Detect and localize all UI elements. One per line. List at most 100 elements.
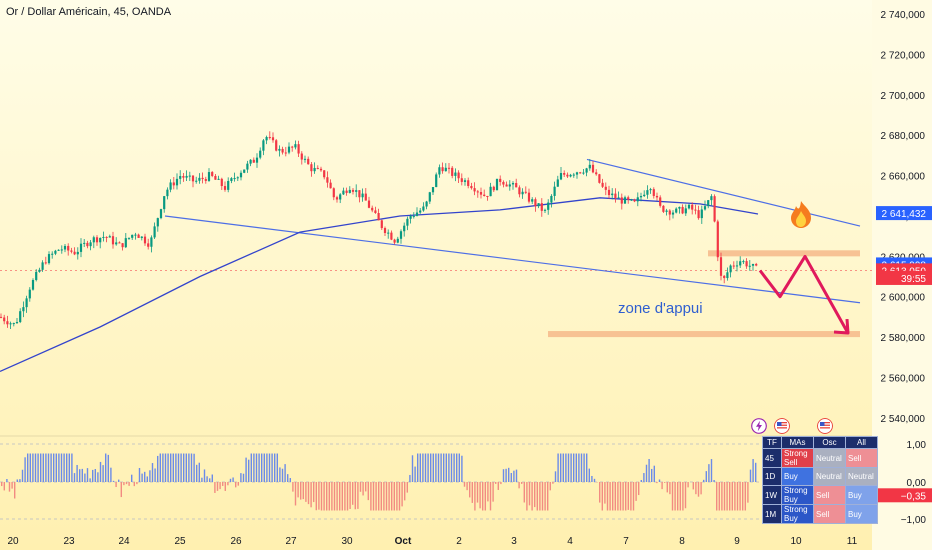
candle-body (662, 205, 665, 212)
oscillator-bar (378, 482, 380, 511)
oscillator-bar (630, 482, 632, 511)
oscillator-bar (424, 453, 427, 482)
candle-body (486, 195, 489, 197)
candle-body (585, 168, 588, 173)
candle-body (63, 245, 67, 250)
oscillator-axis-label: 0,00 (907, 478, 927, 489)
price-tick-label: 2 740,000 (881, 10, 926, 21)
time-tick-label: 11 (847, 536, 858, 547)
us-flag-icon[interactable] (774, 418, 790, 434)
candle-body (345, 190, 348, 193)
oscillator-bar (664, 482, 666, 483)
oscillator-bar (40, 453, 42, 482)
oscillator-bar (11, 482, 13, 489)
candle-body (540, 203, 543, 211)
oscillator-bar (638, 482, 640, 496)
oscillator-bar (222, 482, 224, 486)
candle-body (601, 182, 604, 187)
candle-body (25, 298, 28, 308)
oscillator-bar (588, 468, 590, 482)
oscillator-bar (336, 482, 338, 511)
oscillator-bar (326, 482, 328, 511)
candle-body (492, 186, 495, 191)
oscillator-bar (175, 453, 177, 482)
oscillator-bar (742, 482, 744, 511)
oscillator-bar (583, 453, 585, 482)
zone-rect (548, 331, 860, 338)
oscillator-bar (430, 453, 432, 482)
candle-body (572, 174, 575, 176)
candle-body (79, 243, 83, 252)
oscillator-bar (183, 453, 185, 482)
oscillator-bar (271, 453, 273, 482)
candle-body (383, 228, 387, 234)
projection (758, 254, 850, 335)
candle-body (691, 204, 694, 210)
candle-body (607, 189, 611, 196)
candle-body (470, 186, 473, 189)
oscillator-bar (404, 482, 406, 501)
candle-body (483, 194, 486, 196)
table-header-row: TF MAs Osc All (762, 436, 878, 449)
oscillator-bar (710, 459, 713, 482)
oscillator-bar (427, 453, 429, 482)
candle-body (44, 262, 47, 264)
oscillator-bar (365, 482, 367, 492)
oscillator-bar (539, 482, 541, 511)
candle-body (3, 317, 6, 322)
oscillator-bar (674, 482, 676, 511)
oscillator-bar (193, 453, 195, 482)
oscillator-bar (411, 455, 414, 482)
oscillator-bar (131, 474, 133, 482)
candle-body (348, 189, 351, 193)
candle-body (412, 215, 415, 217)
row-osc: Sell (813, 504, 846, 524)
time-tick-label: 4 (567, 536, 573, 547)
candle-body (671, 212, 675, 215)
oscillator-bar (734, 482, 736, 511)
oscillator-bar (16, 479, 18, 482)
oscillator-bar (479, 482, 481, 509)
oscillator-bar (258, 453, 260, 482)
oscillator-bar (578, 453, 580, 482)
candle-body (515, 183, 518, 188)
time-tick-label: Oct (395, 536, 412, 547)
oscillator-bar (557, 453, 559, 482)
row-tf: 45 (762, 448, 782, 468)
candle-body (441, 167, 444, 172)
us-flag-icon[interactable] (817, 418, 833, 434)
oscillator-bar (716, 482, 718, 511)
trendline (586, 158, 861, 227)
candle-body (204, 179, 207, 181)
oscillator-bar (677, 482, 679, 511)
row-tf: 1W (762, 485, 782, 505)
oscillator-bar (76, 464, 78, 482)
oscillator-bar (242, 473, 245, 482)
candle-body (495, 178, 499, 191)
oscillator-bar (328, 482, 330, 511)
candle-body (339, 194, 342, 200)
row-osc: Neutral (813, 448, 846, 468)
oscillator-bar (274, 453, 276, 482)
lightning-icon[interactable] (751, 418, 767, 434)
time-tick-label: 25 (174, 536, 186, 547)
oscillator-bar (713, 480, 715, 482)
oscillator-bar (339, 482, 341, 511)
oscillator-bar (463, 482, 466, 487)
oscillator-bar (380, 482, 382, 511)
oscillator-bar (53, 453, 55, 482)
candle-body (652, 189, 655, 196)
oscillator-bar (198, 462, 200, 482)
candle-body (262, 140, 265, 151)
candle-body (396, 238, 399, 243)
oscillator-bar (749, 469, 752, 482)
candle-body (463, 180, 467, 182)
chart-title: Or / Dollar Américain, 45, OANDA (6, 6, 172, 18)
candle-body (92, 237, 95, 243)
candle-body (742, 261, 745, 263)
candle-body (550, 195, 553, 203)
oscillator-bar (315, 482, 317, 511)
candle-body (620, 197, 623, 204)
time-tick-label: 7 (623, 536, 629, 547)
